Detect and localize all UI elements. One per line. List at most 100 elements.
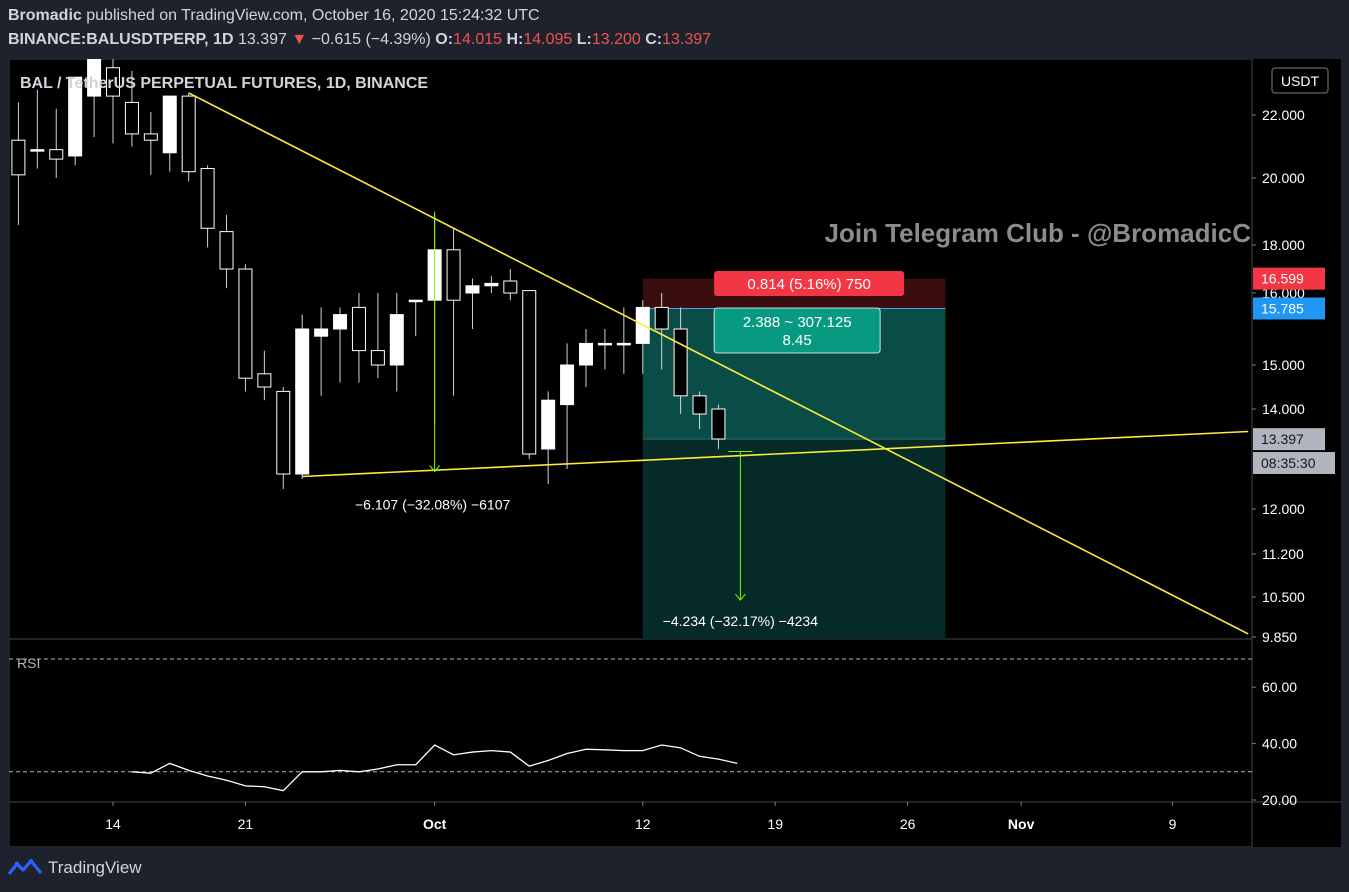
candle-body — [124, 101, 139, 135]
high-label: H: — [506, 31, 524, 48]
rsi-tick-label: 60.00 — [1262, 679, 1297, 695]
price-tick-label: 22.000 — [1262, 107, 1305, 123]
price-tick-label: 11.200 — [1262, 546, 1304, 562]
candle — [200, 165, 215, 248]
candle-body — [465, 285, 480, 294]
candle-body — [162, 95, 177, 154]
candle — [333, 307, 348, 383]
candle — [257, 350, 272, 401]
trendline — [188, 92, 1249, 635]
profit-zone — [642, 439, 946, 639]
publish-info: published on TradingView.com, October 16… — [86, 7, 540, 24]
main-pane: Join Telegram Club - @BromadicC −6.107 (−… — [11, 59, 1251, 639]
measure-arrowhead — [429, 465, 441, 473]
footer-brand[interactable]: TradingView — [8, 854, 142, 882]
candle-body — [711, 408, 726, 440]
chart-title: BAL / TetherUS PERPETUAL FUTURES, 1D, BI… — [20, 75, 428, 92]
publisher-name[interactable]: Bromadic — [8, 7, 82, 24]
rsi-label: RSI — [17, 655, 40, 671]
candle-body — [351, 306, 366, 352]
stop-label: 0.814 (5.16%) 750 — [747, 276, 870, 293]
candle-body — [143, 133, 158, 141]
currency-label: USDT — [1281, 73, 1320, 89]
candle-body — [333, 314, 348, 330]
price-label: 15.785 — [1261, 300, 1304, 316]
price-label-bg — [1253, 452, 1335, 474]
candle — [389, 293, 404, 392]
candle-body — [87, 59, 102, 97]
trendline — [302, 430, 1249, 478]
candle-body — [541, 399, 556, 450]
candle-body — [597, 342, 612, 346]
candle-body — [522, 290, 537, 455]
open-value: 14.015 — [453, 31, 503, 48]
candle-body — [654, 306, 669, 330]
candle — [314, 307, 329, 396]
candle-body — [616, 342, 631, 346]
chart-canvas[interactable]: Join Telegram Club - @BromadicC −6.107 (−… — [9, 59, 1341, 847]
currency-button[interactable] — [1271, 67, 1329, 94]
high-value: 14.095 — [523, 31, 573, 48]
price-change: −0.615 (−4.39%) — [311, 31, 431, 48]
ohlc-line: BINANCE:BALUSDTPERP, 1D 13.397 ▼ −0.615 … — [8, 31, 711, 49]
price-label-bg — [1253, 428, 1325, 451]
price-label-bg — [1253, 267, 1325, 290]
price-tick-label: 20.000 — [1262, 170, 1305, 186]
price-tick-label: 10.500 — [1262, 589, 1305, 605]
tradingview-logo-icon — [8, 859, 42, 875]
candle-body — [68, 76, 83, 157]
price-label: 08:35:30 — [1261, 455, 1316, 471]
close-label: C: — [645, 31, 663, 48]
candle — [162, 95, 177, 172]
price-tick-label: 12.000 — [1262, 501, 1305, 517]
price-label: 16.599 — [1261, 271, 1304, 287]
close-value: 13.397 — [662, 31, 712, 48]
publish-line: Bromadic published on TradingView.com, O… — [8, 7, 540, 25]
candle-body — [181, 95, 196, 173]
price-tick-label: 14.000 — [1262, 401, 1305, 417]
stop-label-box — [714, 271, 905, 296]
down-arrow-icon: ▼ — [286, 31, 312, 48]
candle-body — [11, 139, 26, 176]
candle — [87, 59, 102, 138]
price-tick-label: 15.000 — [1262, 357, 1305, 373]
time-tick-label: Oct — [423, 816, 447, 832]
candle — [351, 293, 366, 383]
position-info-box — [713, 307, 881, 354]
time-tick-label: 21 — [238, 816, 254, 832]
candle — [446, 228, 461, 396]
candle-body — [219, 231, 234, 270]
candle-body — [49, 149, 64, 160]
candle-body — [200, 168, 215, 229]
candle — [11, 102, 26, 225]
candle-body — [276, 390, 291, 475]
candle — [143, 111, 158, 175]
candle — [503, 269, 518, 301]
candle-body — [408, 299, 423, 303]
candle — [276, 387, 291, 489]
price-label: 13.397 — [1261, 431, 1304, 447]
time-tick-label: 19 — [767, 816, 783, 832]
candle — [560, 343, 575, 469]
candle — [295, 314, 310, 479]
candle — [68, 76, 83, 166]
candle — [541, 391, 556, 484]
candle — [124, 70, 139, 147]
candle — [408, 299, 423, 337]
candle — [654, 293, 669, 370]
candle-body — [257, 373, 272, 388]
candle-body — [106, 67, 120, 97]
candle — [579, 329, 593, 387]
time-tick-label: 12 — [635, 816, 651, 832]
low-label: L: — [576, 31, 592, 48]
position-info-line1: 2.388 ~ 307.125 — [743, 314, 852, 331]
candle-body — [238, 268, 253, 379]
candle-body — [503, 280, 518, 294]
candle — [238, 264, 253, 392]
candle — [711, 404, 726, 449]
candle-body — [579, 342, 593, 366]
candle — [49, 108, 64, 178]
candle-body — [389, 314, 404, 366]
open-label: O: — [435, 31, 454, 48]
rsi-tick-label: 20.00 — [1262, 792, 1297, 808]
